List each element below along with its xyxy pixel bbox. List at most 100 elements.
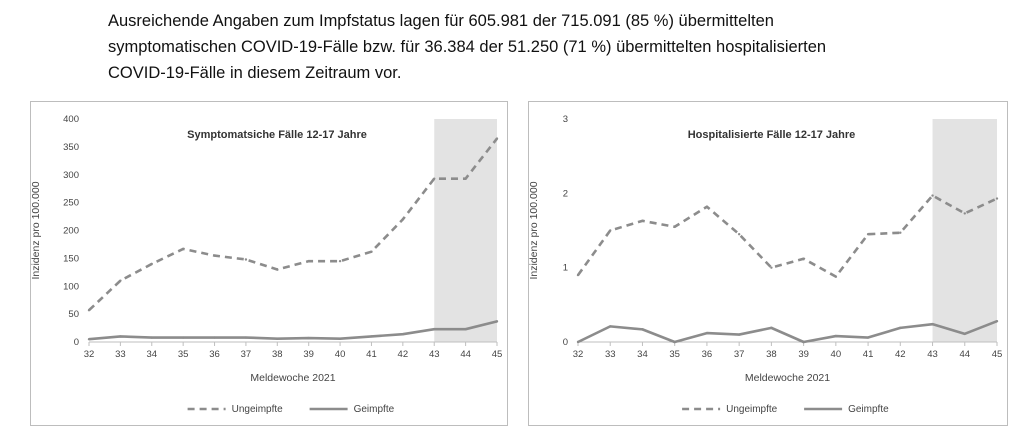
x-tick-label: 38 <box>766 349 777 360</box>
chart-title: Symptomatsiche Fälle 12-17 Jahre <box>187 129 367 141</box>
data-point-ungeimpfte <box>737 233 741 236</box>
data-point-geimpfte <box>899 326 902 330</box>
x-tick-label: 32 <box>84 349 95 360</box>
chart-title: Hospitalisierte Fälle 12-17 Jahre <box>688 129 856 141</box>
data-point-ungeimpfte <box>150 262 153 266</box>
y-tick-label: 1 <box>563 263 568 274</box>
y-tick-label: 350 <box>63 142 79 153</box>
y-tick-label: 0 <box>74 337 79 348</box>
data-point-geimpfte <box>995 319 999 323</box>
y-tick-label: 0 <box>563 337 568 348</box>
data-point-ungeimpfte <box>464 177 467 180</box>
x-tick-label: 37 <box>241 349 252 360</box>
x-tick-label: 37 <box>734 349 745 360</box>
data-point-geimpfte <box>576 340 580 344</box>
x-tick-label: 43 <box>927 349 938 360</box>
data-point-ungeimpfte <box>213 254 216 257</box>
data-point-geimpfte <box>150 336 153 339</box>
y-axis-label: Inzidenz pro 100.000 <box>30 181 42 279</box>
x-tick-label: 40 <box>335 349 346 360</box>
data-point-ungeimpfte <box>673 225 676 228</box>
data-point-ungeimpfte <box>119 279 122 282</box>
data-point-ungeimpfte <box>802 257 805 260</box>
y-tick-label: 50 <box>68 309 79 320</box>
y-tick-label: 100 <box>63 281 79 292</box>
data-point-ungeimpfte <box>995 197 999 200</box>
data-point-geimpfte <box>433 327 436 331</box>
x-tick-label: 44 <box>460 349 471 360</box>
y-tick-label: 300 <box>63 170 79 181</box>
data-point-geimpfte <box>673 340 676 344</box>
data-point-geimpfte <box>338 337 342 340</box>
data-point-ungeimpfte <box>401 218 405 221</box>
data-point-geimpfte <box>963 332 966 336</box>
data-point-ungeimpfte <box>770 266 773 269</box>
shaded-region <box>932 119 997 342</box>
y-tick-label: 150 <box>63 253 79 264</box>
chart-hospitalized: 0 1 2 3 32 33 34 35 36 37 38 39 40 41 42 43 44 45 Hospital… <box>528 114 1003 415</box>
data-point-ungeimpfte <box>307 259 310 263</box>
data-point-geimpfte <box>866 336 870 339</box>
chart-panel-hospitalized: 0 1 2 3 32 33 34 35 36 37 38 39 40 41 42 43 44 45 Hospital… <box>528 101 1008 426</box>
x-tick-label: 44 <box>959 349 970 360</box>
x-tick-label: 45 <box>492 349 503 360</box>
intro-line-2: symptomatischen COVID-19-Fälle bzw. für … <box>108 38 827 56</box>
x-tick-label: 39 <box>303 349 314 360</box>
x-tick-label: 38 <box>272 349 283 360</box>
y-tick-label: 3 <box>563 114 568 125</box>
data-point-ungeimpfte <box>495 137 499 140</box>
data-point-ungeimpfte <box>899 231 902 234</box>
data-point-geimpfte <box>307 336 310 340</box>
data-point-geimpfte <box>931 322 934 326</box>
data-point-geimpfte <box>705 331 709 335</box>
y-tick-label: 2 <box>563 188 568 199</box>
x-tick-label: 32 <box>573 349 584 360</box>
x-axis-label: Meldewoche 2021 <box>250 372 335 384</box>
shaded-region <box>434 119 497 342</box>
legend-label-geimpfte: Geimpfte <box>848 404 889 415</box>
data-point-geimpfte <box>401 332 405 336</box>
x-tick-label: 36 <box>702 349 713 360</box>
data-point-geimpfte <box>213 336 216 339</box>
series-line-ungeimpfte <box>576 194 998 278</box>
data-point-ungeimpfte <box>834 275 838 278</box>
series-line-geimpfte <box>88 320 498 341</box>
x-tick-label: 33 <box>605 349 616 360</box>
data-point-geimpfte <box>802 340 805 344</box>
legend-label-ungeimpfte: Ungeimpfte <box>232 404 284 415</box>
x-tick-label: 41 <box>366 349 377 360</box>
x-axis-label: Meldewoche 2021 <box>745 372 830 384</box>
x-tick-label: 41 <box>863 349 874 360</box>
legend-label-ungeimpfte: Ungeimpfte <box>726 404 778 415</box>
x-tick-label: 43 <box>429 349 440 360</box>
x-tick-label: 34 <box>146 349 157 360</box>
x-tick-label: 36 <box>209 349 220 360</box>
data-point-ungeimpfte <box>433 177 436 180</box>
data-point-ungeimpfte <box>705 205 709 208</box>
data-point-ungeimpfte <box>338 259 342 263</box>
data-point-geimpfte <box>244 336 248 339</box>
data-point-ungeimpfte <box>609 229 612 232</box>
y-tick-label: 400 <box>63 114 79 125</box>
data-point-geimpfte <box>119 335 122 338</box>
data-point-ungeimpfte <box>931 194 934 197</box>
x-tick-label: 40 <box>831 349 842 360</box>
x-tick-label: 42 <box>895 349 906 360</box>
series-line-ungeimpfte <box>88 137 499 312</box>
y-tick-label: 250 <box>63 198 79 209</box>
data-point-ungeimpfte <box>963 212 966 215</box>
x-tick-label: 34 <box>637 349 648 360</box>
data-point-geimpfte <box>181 336 185 339</box>
data-point-geimpfte <box>276 337 279 340</box>
data-point-ungeimpfte <box>276 268 279 271</box>
y-axis-label: Inzidenz pro 100.000 <box>528 181 540 279</box>
intro-text: Ausreichende Angaben zum Impfstatus lage… <box>108 8 988 86</box>
data-point-ungeimpfte <box>244 258 248 261</box>
data-point-ungeimpfte <box>641 219 644 223</box>
data-point-ungeimpfte <box>370 250 373 253</box>
x-tick-label: 33 <box>115 349 126 360</box>
data-point-geimpfte <box>609 325 612 328</box>
data-point-ungeimpfte <box>866 233 870 236</box>
x-tick-label: 45 <box>992 349 1003 360</box>
data-point-geimpfte <box>770 326 773 330</box>
